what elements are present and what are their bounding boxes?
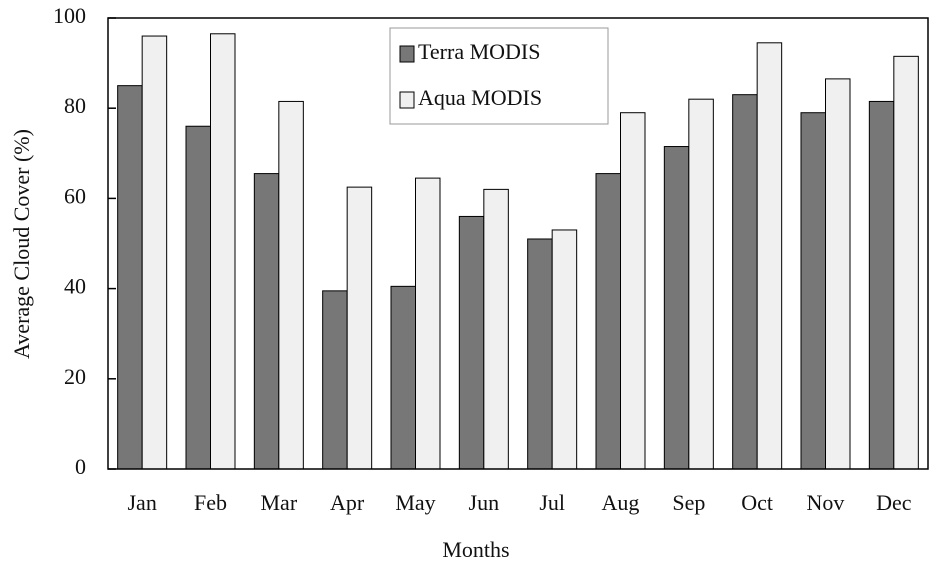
bar (868, 100, 895, 470)
legend-box (389, 27, 609, 125)
bar (253, 173, 280, 470)
bar (595, 173, 621, 470)
bar (117, 85, 143, 470)
legend-swatch (399, 91, 415, 109)
bar (390, 285, 416, 470)
legend-label: Aqua MODIS (418, 85, 542, 110)
x-tick-label: Jun (469, 490, 500, 515)
bar (551, 229, 578, 470)
x-tick-label: Aug (602, 490, 640, 515)
y-tick-label: 40 (64, 274, 86, 299)
bar (185, 125, 211, 470)
bar (322, 290, 348, 470)
bar (483, 188, 509, 470)
bar (663, 146, 690, 470)
bar (800, 112, 826, 470)
x-axis-label: Months (442, 537, 509, 562)
legend-label: Terra MODIS (418, 39, 540, 64)
y-tick-label: 20 (64, 364, 86, 389)
bar (278, 100, 304, 470)
x-tick-label: Apr (330, 490, 365, 515)
y-tick-label: 100 (53, 3, 86, 28)
bar (415, 177, 441, 470)
legend-swatch (399, 45, 415, 63)
bar (893, 55, 919, 470)
bar (346, 186, 373, 470)
plot-frame (107, 17, 929, 470)
x-tick-label: Oct (741, 490, 773, 515)
bar (527, 238, 553, 470)
bar (825, 78, 851, 470)
bar (141, 35, 168, 470)
x-tick-label: Jul (539, 490, 565, 515)
y-tick-label: 60 (64, 183, 86, 208)
bar (732, 94, 758, 470)
y-axis-label: Average Cloud Cover (%) (9, 129, 34, 359)
x-tick-label: Sep (672, 490, 705, 515)
bar (688, 98, 714, 470)
bar (458, 215, 485, 470)
bar (756, 42, 783, 470)
bar (620, 112, 646, 470)
x-tick-label: Mar (261, 490, 298, 515)
x-tick-label: Jan (128, 490, 157, 515)
x-tick-label: May (395, 490, 435, 515)
bar (210, 33, 236, 470)
y-tick-label: 80 (64, 93, 86, 118)
y-tick-label: 0 (75, 454, 86, 479)
x-tick-label: Dec (876, 490, 912, 515)
x-tick-label: Feb (194, 490, 227, 515)
x-tick-label: Nov (807, 490, 845, 515)
